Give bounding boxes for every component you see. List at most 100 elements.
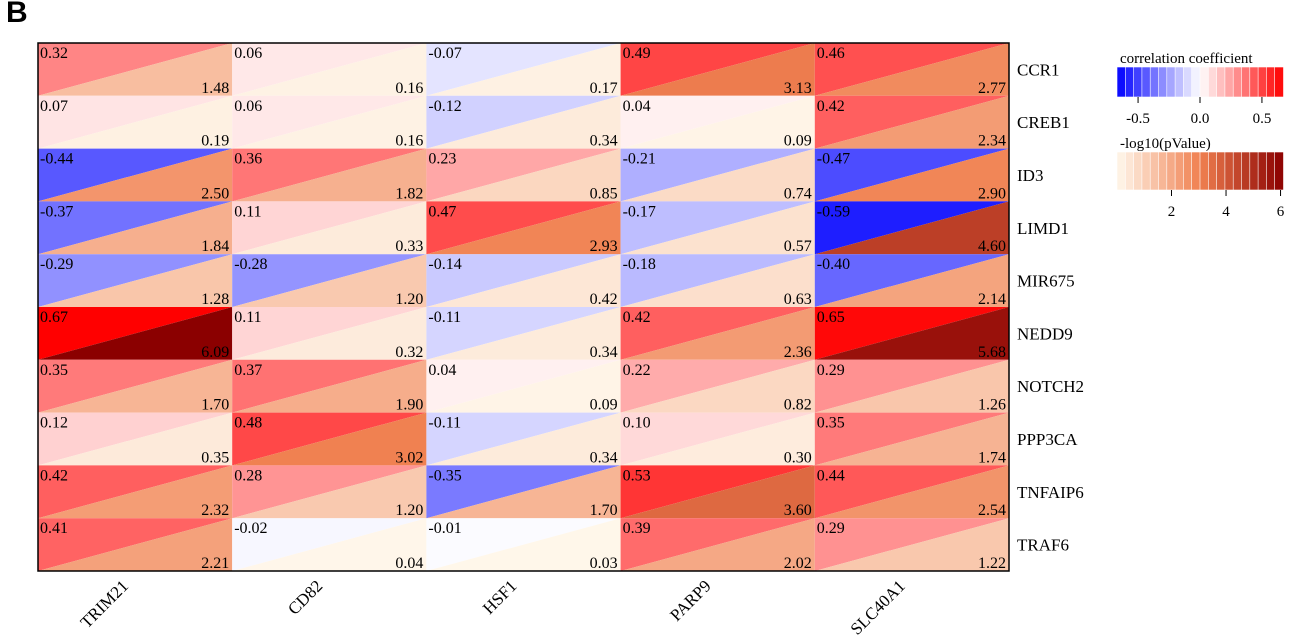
pvalue-triangle <box>426 518 621 571</box>
row-label: TRAF6 <box>1017 536 1069 555</box>
correlation-legend-tick-label: 0.0 <box>1191 111 1210 127</box>
correlation-legend-swatch <box>1166 66 1176 98</box>
correlation-value-label: 0.06 <box>234 98 262 115</box>
row-labels: CCR1 CREB1 ID3 LIMD1 MIR675 NEDD9 NOTCH2 PPP3CA… <box>1017 60 1084 554</box>
correlation-value-label: 0.11 <box>234 203 261 220</box>
pvalue-triangle <box>232 465 427 519</box>
correlation-legend-swatch <box>1125 66 1135 98</box>
correlation-triangle <box>426 518 621 571</box>
heatmap-cells: 0.32 1.48 0.06 0.16 -0.07 0.17 0.49 3.13 0.46 2.7… <box>38 43 1009 572</box>
correlation-value-label: 0.37 <box>234 362 262 379</box>
correlation-value-label: 0.35 <box>817 415 845 432</box>
correlation-value-label: -0.12 <box>428 98 461 115</box>
pvalue-value-label: 0.57 <box>784 238 812 255</box>
pvalue-value-label: 2.36 <box>784 344 812 361</box>
pvalue-value-label: 1.22 <box>978 555 1006 572</box>
pvalue-legend-swatch <box>1183 151 1193 191</box>
pvalue-legend-tick-label: 4 <box>1222 204 1230 220</box>
correlation-legend-swatch <box>1141 66 1152 98</box>
pvalue-triangle <box>232 43 427 96</box>
column-labels: TRIM21 CD82 HSF1 PARP9 SLC40A1 <box>77 576 909 638</box>
pvalue-value-label: 3.02 <box>395 449 423 466</box>
correlation-value-label: 0.04 <box>623 98 651 115</box>
correlation-value-label: 0.65 <box>817 309 845 326</box>
pvalue-value-label: 2.50 <box>201 185 229 202</box>
correlation-value-label: -0.02 <box>234 520 267 537</box>
pvalue-value-label: 1.28 <box>201 291 229 308</box>
pvalue-value-label: 2.77 <box>978 80 1006 97</box>
correlation-value-label: -0.01 <box>428 520 461 537</box>
correlation-triangle <box>814 148 1009 202</box>
correlation-triangle <box>426 307 621 360</box>
pvalue-legend-swatch <box>1116 151 1127 191</box>
pvalue-triangle <box>38 43 233 96</box>
pvalue-triangle <box>620 518 815 571</box>
correlation-value-label: 0.12 <box>40 415 68 432</box>
pvalue-triangle <box>620 201 815 255</box>
correlation-value-label: -0.47 <box>817 151 850 168</box>
pvalue-triangle <box>620 148 815 202</box>
pvalue-triangle <box>620 254 815 307</box>
pvalue-legend-swatch <box>1224 151 1235 191</box>
pvalue-legend-swatch <box>1232 151 1243 191</box>
correlation-triangle <box>814 518 1009 571</box>
pvalue-triangle <box>232 95 427 149</box>
pvalue-value-label: 1.70 <box>590 502 618 519</box>
correlation-triangle <box>38 359 233 413</box>
correlation-value-label: -0.28 <box>234 256 267 273</box>
correlation-triangle <box>38 518 233 571</box>
correlation-value-label: -0.11 <box>428 309 461 326</box>
pvalue-triangle <box>814 43 1009 96</box>
pvalue-triangle <box>38 148 233 202</box>
correlation-legend-swatch <box>1149 66 1160 98</box>
correlation-triangle <box>426 412 621 466</box>
correlation-triangle <box>232 95 427 149</box>
pvalue-value-label: 2.90 <box>978 185 1006 202</box>
correlation-triangle <box>814 359 1009 413</box>
pvalue-legend-tick-label: 6 <box>1277 204 1285 220</box>
pvalue-value-label: 0.35 <box>201 449 229 466</box>
correlation-triangle <box>232 201 427 255</box>
pvalue-value-label: 0.82 <box>784 397 812 414</box>
column-label: CD82 <box>284 576 326 618</box>
correlation-legend-swatch <box>1199 66 1210 98</box>
correlation-value-label: 0.39 <box>623 520 651 537</box>
pvalue-legend-swatch <box>1249 151 1259 191</box>
pvalue-triangle <box>38 412 233 466</box>
correlation-triangle <box>426 465 621 519</box>
pvalue-triangle <box>620 307 815 360</box>
correlation-value-label: 0.29 <box>817 362 845 379</box>
correlation-value-label: 0.42 <box>817 98 845 115</box>
correlation-legend-swatch <box>1266 66 1276 98</box>
pvalue-triangle <box>38 518 233 571</box>
correlation-triangle <box>620 307 815 360</box>
correlation-value-label: 0.67 <box>40 309 68 326</box>
correlation-legend-tick-label: 0.5 <box>1253 111 1272 127</box>
correlation-value-label: 0.04 <box>428 362 456 379</box>
correlation-value-label: 0.28 <box>234 467 262 484</box>
pvalue-triangle <box>38 95 233 149</box>
correlation-triangle <box>232 359 427 413</box>
correlation-value-label: 0.42 <box>623 309 651 326</box>
pvalue-value-label: 0.19 <box>201 133 229 150</box>
correlation-value-label: 0.35 <box>40 362 68 379</box>
pvalue-value-label: 4.60 <box>978 238 1006 255</box>
pvalue-value-label: 1.20 <box>395 502 423 519</box>
pvalue-value-label: 0.85 <box>590 185 618 202</box>
pvalue-value-label: 2.54 <box>978 502 1006 519</box>
pvalue-value-label: 0.34 <box>590 449 618 466</box>
correlation-triangle <box>232 465 427 519</box>
correlation-triangle <box>426 359 621 413</box>
correlation-legend-swatch <box>1183 66 1193 98</box>
pvalue-triangle <box>620 412 815 466</box>
pvalue-value-label: 1.70 <box>201 397 229 414</box>
pvalue-triangle <box>232 518 427 571</box>
correlation-value-label: -0.40 <box>817 256 850 273</box>
pvalue-value-label: 0.34 <box>590 133 618 150</box>
pvalue-value-label: 1.26 <box>978 397 1006 414</box>
correlation-triangle <box>38 307 233 360</box>
correlation-value-label: 0.42 <box>40 467 68 484</box>
pvalue-triangle <box>38 465 233 519</box>
pvalue-triangle <box>232 201 427 255</box>
